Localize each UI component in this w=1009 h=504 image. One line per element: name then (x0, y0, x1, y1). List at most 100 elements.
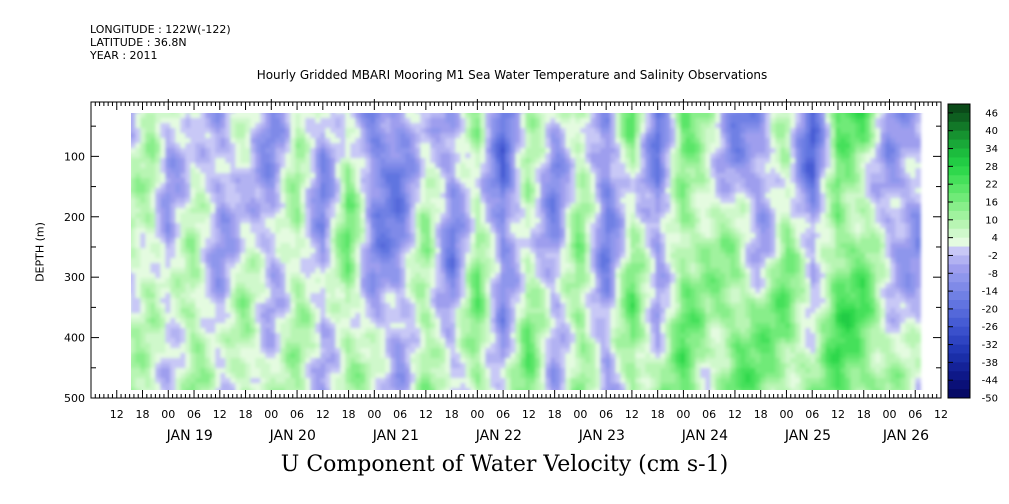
heatmap-cell (550, 148, 556, 154)
heatmap-cell (220, 148, 226, 154)
heatmap-cell (485, 243, 491, 249)
heatmap-cell (280, 308, 286, 314)
heatmap-cell (410, 153, 416, 159)
heatmap-cell (170, 163, 176, 169)
heatmap-cell (175, 248, 181, 254)
heatmap-cell (320, 198, 326, 204)
heatmap-cell (405, 148, 411, 154)
heatmap-cell (360, 298, 366, 304)
heatmap-cell (470, 193, 476, 199)
heatmap-cell (330, 348, 336, 354)
heatmap-cell (245, 168, 251, 174)
heatmap-cell (505, 388, 511, 390)
heatmap-cell (250, 358, 256, 364)
heatmap-cell (450, 318, 456, 324)
heatmap-cell (140, 348, 146, 354)
heatmap-cell (430, 118, 436, 124)
heatmap-cell (490, 163, 496, 169)
heatmap-cell (135, 323, 141, 329)
heatmap-cell (550, 223, 556, 229)
heatmap-cell (155, 113, 161, 119)
heatmap-cell (420, 378, 426, 384)
heatmap-cell (540, 253, 546, 259)
heatmap-cell (490, 138, 496, 144)
heatmap-cell (360, 233, 366, 239)
heatmap-cell (435, 328, 441, 334)
heatmap-cell (470, 268, 476, 274)
heatmap-cell (365, 323, 371, 329)
heatmap-cell (495, 328, 501, 334)
heatmap-cell (375, 178, 381, 184)
heatmap-cell (290, 153, 296, 159)
heatmap-cell (125, 308, 131, 314)
heatmap-cell (145, 173, 151, 179)
heatmap-cell (155, 228, 161, 234)
heatmap-cell (235, 188, 241, 194)
heatmap-cell (165, 233, 171, 239)
heatmap-cell (170, 173, 176, 179)
heatmap-cell (520, 148, 526, 154)
heatmap-cell (330, 303, 336, 309)
heatmap-cell (515, 333, 521, 339)
heatmap-cell (225, 383, 231, 389)
heatmap-cell (330, 373, 336, 379)
heatmap-cell (185, 388, 191, 390)
heatmap-cell (400, 208, 406, 214)
heatmap-cell (145, 218, 151, 224)
heatmap-cell (520, 268, 526, 274)
heatmap-cell (500, 243, 506, 249)
heatmap-cell (320, 388, 326, 390)
heatmap-cell (325, 203, 331, 209)
heatmap-cell (170, 268, 176, 274)
heatmap-cell (420, 338, 426, 344)
heatmap-cell (370, 168, 376, 174)
heatmap-cell (480, 383, 486, 389)
heatmap-cell (125, 383, 131, 389)
heatmap-cell (470, 183, 476, 189)
heatmap-cell (460, 308, 466, 314)
heatmap-cell (340, 148, 346, 154)
heatmap-cell (530, 308, 536, 314)
heatmap-cell (385, 248, 391, 254)
heatmap-cell (315, 258, 321, 264)
heatmap-cell (195, 173, 201, 179)
heatmap-cell (275, 283, 281, 289)
heatmap-cell (450, 298, 456, 304)
heatmap-cell (385, 203, 391, 209)
heatmap-cell (545, 308, 551, 314)
heatmap-cell (530, 113, 536, 119)
heatmap-cell (460, 128, 466, 134)
heatmap-cell (515, 238, 521, 244)
heatmap-cell (415, 293, 421, 299)
heatmap-cell (350, 278, 356, 284)
heatmap-cell (375, 153, 381, 159)
heatmap-cell (415, 118, 421, 124)
heatmap-cell (490, 193, 496, 199)
heatmap-cell (405, 128, 411, 134)
heatmap-cell (275, 378, 281, 384)
heatmap-cell (415, 173, 421, 179)
heatmap-cell (370, 118, 376, 124)
heatmap-cell (170, 283, 176, 289)
heatmap-cell (515, 123, 521, 129)
heatmap-cell (165, 348, 171, 354)
heatmap-cell (180, 303, 186, 309)
heatmap-cell (385, 208, 391, 214)
heatmap-cell (325, 268, 331, 274)
heatmap-cell (145, 113, 151, 114)
heatmap-cell (410, 303, 416, 309)
heatmap-cell (530, 248, 536, 254)
heatmap-cell (520, 118, 526, 124)
heatmap-cell (320, 288, 326, 294)
heatmap-cell (245, 158, 251, 164)
heatmap-cell (335, 163, 341, 169)
heatmap-cell (375, 213, 381, 219)
heatmap-cell (380, 338, 386, 344)
heatmap-cell (495, 358, 501, 364)
heatmap-cell (285, 343, 291, 349)
heatmap-cell (325, 358, 331, 364)
heatmap-cell (290, 148, 296, 154)
heatmap-cell (370, 268, 376, 274)
heatmap-cell (205, 223, 211, 229)
heatmap-cell (415, 328, 421, 334)
